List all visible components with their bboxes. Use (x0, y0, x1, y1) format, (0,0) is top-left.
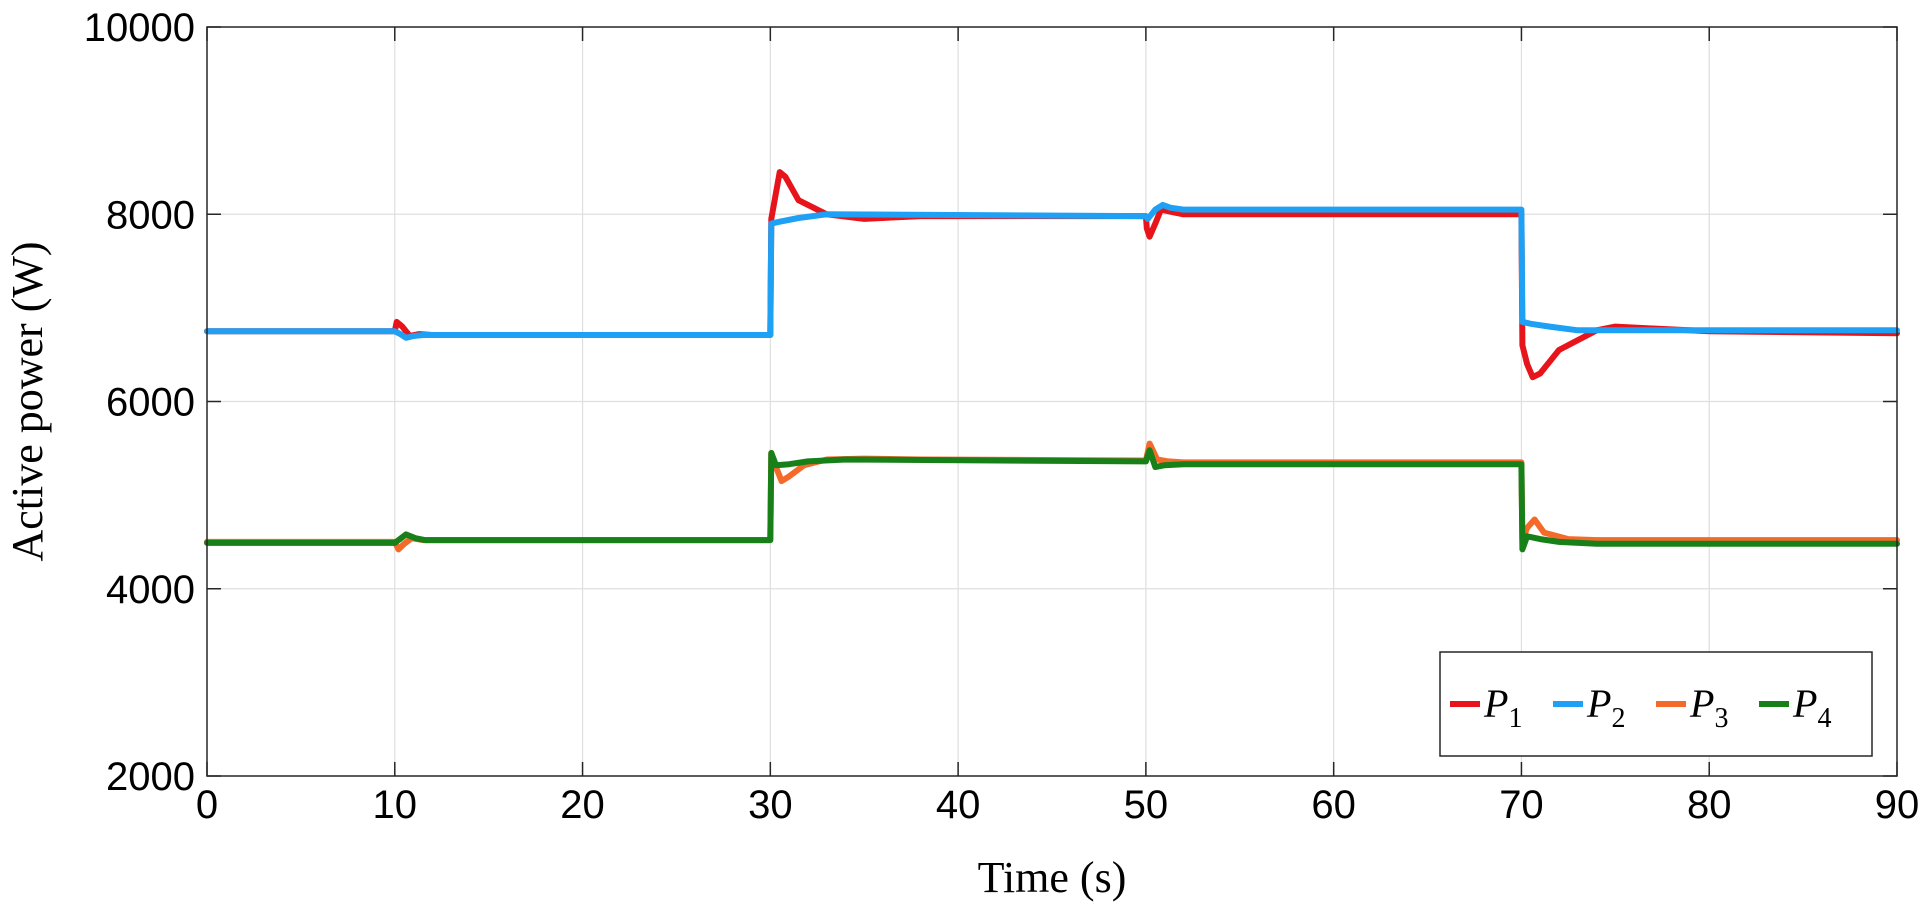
legend-label: P1 (1483, 681, 1522, 734)
x-tick-label: 90 (1875, 783, 1920, 827)
grid (207, 27, 1897, 776)
legend-label: P2 (1586, 681, 1625, 734)
y-axis-label: Active power (W) (3, 241, 52, 561)
x-tick-label: 0 (196, 783, 218, 827)
legend-label-name: P (1689, 681, 1714, 726)
legend: P1 P2 P3 P4 (1439, 651, 1873, 757)
legend-label-subscript: 4 (1817, 703, 1831, 734)
y-tick-label: 8000 (106, 193, 195, 237)
legend-label-name: P (1483, 681, 1508, 726)
legend-label-name: P (1792, 681, 1817, 726)
x-tick-label: 60 (1311, 783, 1356, 827)
y-tick-label: 10000 (84, 6, 195, 50)
series-line-p2 (204, 201, 1900, 341)
legend-label-subscript: 3 (1714, 703, 1728, 734)
x-tick-label: 10 (373, 783, 418, 827)
y-tick-label: 4000 (106, 568, 195, 612)
y-tick-label: 6000 (106, 381, 195, 425)
series-line-p1 (204, 169, 1900, 381)
legend-label: P4 (1792, 681, 1831, 734)
x-tick-label: 40 (936, 783, 981, 827)
series-line-p4 (204, 447, 1900, 553)
x-tick-label: 80 (1687, 783, 1732, 827)
x-tick-label: 50 (1124, 783, 1169, 827)
legend-label-subscript: 1 (1508, 703, 1522, 734)
x-axis-label: Time (s) (978, 853, 1127, 902)
x-tick-label: 30 (748, 783, 793, 827)
x-tick-label: 20 (560, 783, 605, 827)
ticks: 0 10 20 30 40 50 60 70 80 90 2000 4000 6000 8000 10000 (84, 6, 1919, 827)
series-lines (204, 169, 1900, 553)
legend-label: P3 (1689, 681, 1728, 734)
x-tick-label: 70 (1499, 783, 1544, 827)
y-tick-label: 2000 (106, 755, 195, 799)
legend-label-name: P (1586, 681, 1611, 726)
legend-label-subscript: 2 (1611, 703, 1625, 734)
